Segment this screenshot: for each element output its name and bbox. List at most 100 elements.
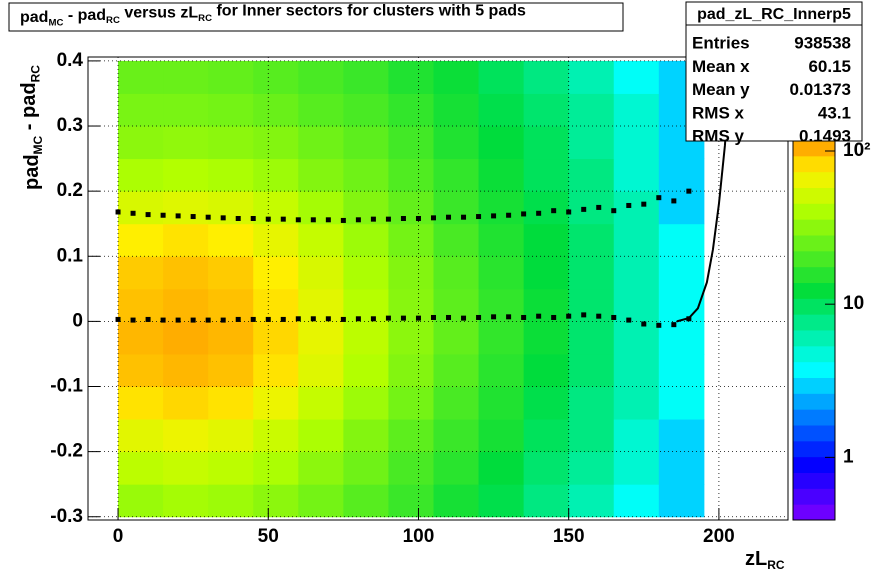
profile-point <box>611 208 617 214</box>
color-bar-band <box>793 330 835 347</box>
cell <box>118 451 164 485</box>
profile-point <box>566 209 572 215</box>
color-bar-band <box>793 361 835 378</box>
profile-point <box>115 209 121 215</box>
cell <box>568 158 615 192</box>
profile-point <box>415 315 421 321</box>
cell <box>343 93 389 127</box>
cell <box>433 386 480 420</box>
z-tick-label: 10² <box>843 140 870 161</box>
cell <box>658 321 705 355</box>
profile-point <box>115 316 121 322</box>
cell <box>613 288 660 322</box>
color-bar-band <box>793 155 835 173</box>
cell <box>433 223 480 257</box>
chart-title: padMC - padRC versus zLRC for Inner sect… <box>20 2 526 28</box>
cell <box>388 419 434 453</box>
cell <box>163 288 209 322</box>
profile-point <box>521 314 527 320</box>
profile-point <box>491 314 497 320</box>
profile-point <box>626 202 632 208</box>
cell <box>118 191 164 225</box>
cell <box>163 353 209 388</box>
stats-key: Mean y <box>692 80 750 99</box>
y-tick-label: 0.4 <box>57 50 84 71</box>
cell <box>298 353 344 388</box>
label-text: - pad <box>18 82 40 135</box>
profile-point <box>656 322 662 328</box>
cell <box>433 158 480 192</box>
x-tick-label: 200 <box>703 526 735 547</box>
color-bar-band <box>793 456 835 473</box>
cell <box>163 386 209 420</box>
color-bar-band <box>793 345 835 363</box>
profile-point <box>626 317 632 323</box>
stats-title: pad_zL_RC_Innerp5 <box>697 6 851 23</box>
color-bar-band <box>793 266 835 283</box>
cell <box>343 158 389 192</box>
cell <box>388 223 434 257</box>
cell <box>568 60 615 94</box>
cell <box>208 419 254 453</box>
cell <box>523 93 570 127</box>
cell <box>388 60 434 94</box>
cell <box>568 191 615 225</box>
profiles <box>115 60 732 328</box>
cell <box>343 256 389 290</box>
cell <box>118 223 164 257</box>
color-bar-band <box>793 314 835 331</box>
cell <box>163 321 209 355</box>
cell <box>523 223 570 257</box>
cell <box>208 223 254 257</box>
y-tick-label: 0.2 <box>57 180 83 201</box>
profile-point <box>325 316 331 322</box>
color-bar-band <box>793 298 835 315</box>
color-bar-band <box>793 504 835 521</box>
profile-point <box>265 316 271 322</box>
x-tick-label: 100 <box>403 526 435 547</box>
cell <box>343 451 389 485</box>
y-tick-label: -0.1 <box>50 376 83 397</box>
cell <box>163 126 209 160</box>
cell <box>478 191 525 225</box>
cell <box>613 191 660 225</box>
cell <box>523 386 570 420</box>
subscript: RC <box>28 65 42 83</box>
cell <box>163 223 209 257</box>
cell <box>118 60 164 94</box>
profile-point <box>160 212 166 218</box>
cell <box>613 60 660 94</box>
stats-value: 938538 <box>794 33 851 52</box>
cell <box>118 353 164 388</box>
cell <box>433 484 480 518</box>
profile-point <box>265 216 271 222</box>
cell <box>253 223 299 257</box>
label-text: - pad <box>63 7 106 24</box>
color-bar-band <box>793 140 835 157</box>
cell <box>523 191 570 225</box>
profile-point <box>491 213 497 219</box>
subscript: RC <box>198 13 212 24</box>
cell <box>343 386 389 420</box>
profile-point <box>536 210 542 216</box>
cell <box>523 353 570 388</box>
subscript: MC <box>31 135 45 154</box>
profile-point <box>250 316 256 322</box>
cell <box>343 223 389 257</box>
heatmap <box>118 60 705 518</box>
cell <box>298 191 344 225</box>
cell <box>478 484 525 518</box>
x-tick-label: 150 <box>553 526 585 547</box>
cell <box>118 484 164 518</box>
profile-point <box>596 313 602 319</box>
color-bar-band <box>793 425 835 442</box>
profile-point <box>190 214 196 220</box>
cell <box>613 451 660 485</box>
cell <box>343 60 389 94</box>
stats-value: 43.1 <box>818 103 851 122</box>
z-tick-label: 10 <box>843 293 864 314</box>
cell <box>568 288 615 322</box>
cell <box>163 419 209 453</box>
cell <box>118 419 164 453</box>
grid <box>88 57 788 520</box>
